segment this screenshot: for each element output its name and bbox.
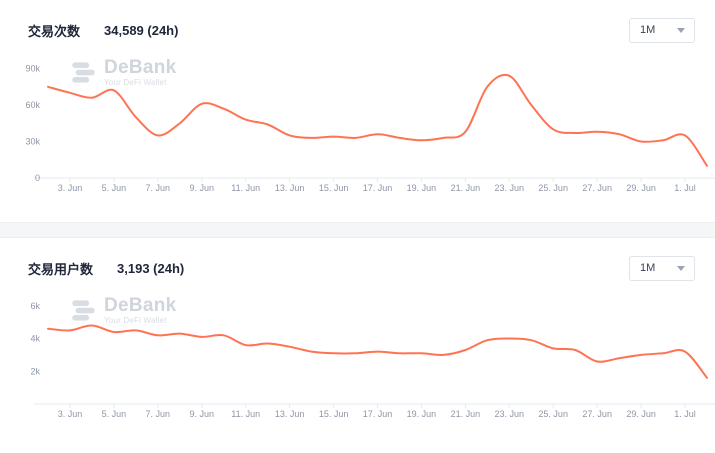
svg-text:23. Jun: 23. Jun (495, 409, 525, 419)
svg-text:1. Jul: 1. Jul (674, 183, 696, 193)
svg-text:23. Jun: 23. Jun (495, 183, 525, 193)
svg-text:19. Jun: 19. Jun (407, 183, 437, 193)
svg-text:5. Jun: 5. Jun (102, 409, 127, 419)
chevron-down-icon (677, 265, 685, 271)
svg-text:25. Jun: 25. Jun (538, 183, 568, 193)
svg-text:1. Jul: 1. Jul (674, 409, 696, 419)
panel-users-header: 交易用户数 3,193 (24h) 1M (0, 238, 715, 282)
svg-text:9. Jun: 9. Jun (190, 409, 215, 419)
svg-text:3. Jun: 3. Jun (58, 183, 83, 193)
chart-area-transactions: DeBank Your DeFi Wallet 0 30k 60k 90k 3. Jun… (0, 44, 715, 206)
svg-text:3. Jun: 3. Jun (58, 409, 83, 419)
svg-text:13. Jun: 13. Jun (275, 409, 305, 419)
svg-text:17. Jun: 17. Jun (363, 409, 393, 419)
panel-users: 交易用户数 3,193 (24h) 1M DeBank Your DeFi Wa… (0, 238, 715, 453)
line-chart-transactions: 0 30k 60k 90k 3. Jun 5. Jun 7. Jun 9. Jun 11. Ju… (25, 64, 715, 193)
svg-text:60k: 60k (25, 100, 40, 110)
range-selected-value: 1M (640, 262, 656, 274)
svg-text:11. Jun: 11. Jun (231, 409, 260, 419)
svg-text:4k: 4k (30, 334, 40, 344)
svg-text:25. Jun: 25. Jun (538, 409, 568, 419)
svg-text:27. Jun: 27. Jun (582, 183, 612, 193)
svg-text:29. Jun: 29. Jun (626, 409, 656, 419)
panel-title-transactions: 交易次数 (28, 23, 81, 39)
panel-transactions: 交易次数 34,589 (24h) 1M DeBank Your DeFi Wa… (0, 0, 715, 222)
panel-value-users: 3,193 (24h) (117, 260, 185, 276)
svg-text:0: 0 (35, 173, 40, 183)
svg-text:21. Jun: 21. Jun (451, 409, 481, 419)
svg-text:30k: 30k (25, 137, 40, 147)
svg-text:90k: 90k (25, 64, 40, 74)
range-selected-value: 1M (640, 24, 656, 36)
svg-text:29. Jun: 29. Jun (626, 183, 656, 193)
svg-text:15. Jun: 15. Jun (319, 183, 349, 193)
chart-area-users: DeBank Your DeFi Wallet 2k 4k 6k 3. Jun 5. J… (0, 282, 715, 434)
range-selector-transactions[interactable]: 1M (629, 17, 695, 43)
svg-text:13. Jun: 13. Jun (275, 183, 305, 193)
svg-text:27. Jun: 27. Jun (582, 409, 612, 419)
panel-transactions-header: 交易次数 34,589 (24h) 1M (0, 0, 715, 44)
chevron-down-icon (677, 27, 685, 33)
svg-text:19. Jun: 19. Jun (407, 409, 437, 419)
panel-value-transactions: 34,589 (24h) (104, 22, 179, 38)
range-selector-users[interactable]: 1M (629, 255, 695, 281)
svg-text:21. Jun: 21. Jun (451, 183, 481, 193)
svg-text:7. Jun: 7. Jun (146, 409, 171, 419)
panel-divider (0, 222, 715, 238)
panel-title-users: 交易用户数 (28, 261, 94, 277)
svg-text:9. Jun: 9. Jun (190, 183, 215, 193)
svg-text:15. Jun: 15. Jun (319, 409, 349, 419)
svg-text:7. Jun: 7. Jun (146, 183, 171, 193)
svg-text:5. Jun: 5. Jun (102, 183, 127, 193)
line-chart-users: 2k 4k 6k 3. Jun 5. Jun 7. Jun 9. Jun 11. Jun 13.… (30, 301, 715, 419)
svg-text:6k: 6k (30, 301, 40, 311)
svg-text:17. Jun: 17. Jun (363, 183, 393, 193)
svg-text:2k: 2k (30, 366, 40, 376)
svg-text:11. Jun: 11. Jun (231, 183, 260, 193)
